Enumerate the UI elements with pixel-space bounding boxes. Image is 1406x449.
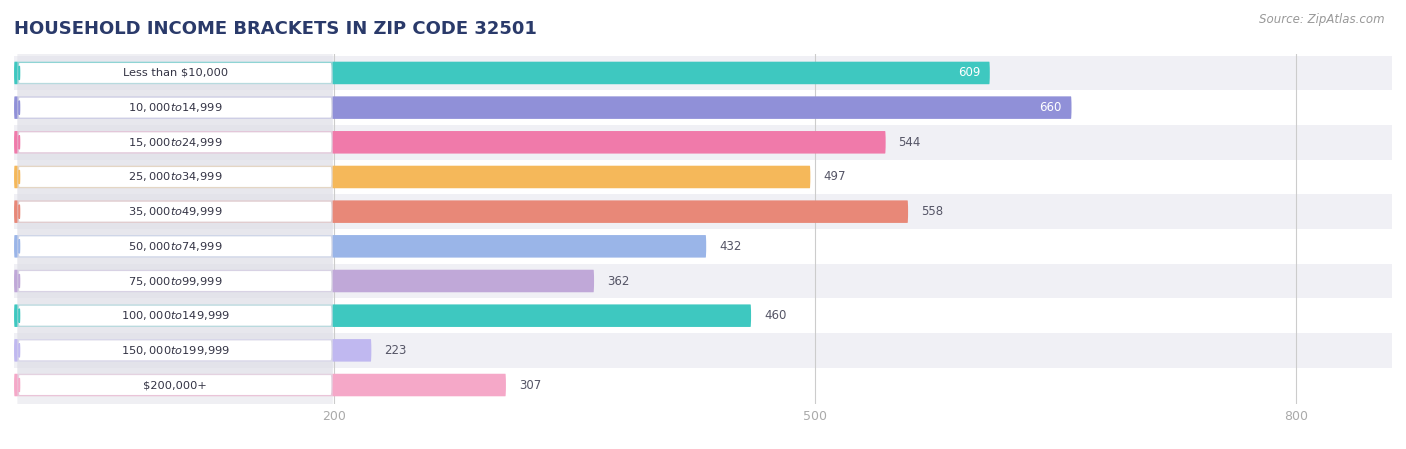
Text: 497: 497 [823, 171, 845, 184]
FancyBboxPatch shape [17, 167, 333, 256]
FancyBboxPatch shape [14, 62, 990, 84]
Text: 558: 558 [921, 205, 943, 218]
FancyBboxPatch shape [14, 298, 1392, 333]
FancyBboxPatch shape [14, 194, 1392, 229]
FancyBboxPatch shape [18, 63, 332, 83]
FancyBboxPatch shape [17, 63, 333, 152]
FancyBboxPatch shape [17, 202, 333, 291]
Text: $35,000 to $49,999: $35,000 to $49,999 [128, 205, 222, 218]
FancyBboxPatch shape [14, 90, 1392, 125]
Text: $15,000 to $24,999: $15,000 to $24,999 [128, 136, 222, 149]
FancyBboxPatch shape [14, 131, 886, 154]
FancyBboxPatch shape [14, 304, 751, 327]
FancyBboxPatch shape [14, 229, 1392, 264]
FancyBboxPatch shape [18, 237, 332, 256]
Text: 223: 223 [384, 344, 406, 357]
FancyBboxPatch shape [17, 28, 333, 118]
FancyBboxPatch shape [14, 97, 1071, 119]
Text: $200,000+: $200,000+ [143, 380, 207, 390]
FancyBboxPatch shape [17, 340, 333, 430]
Text: 609: 609 [957, 66, 980, 79]
FancyBboxPatch shape [14, 125, 1392, 160]
FancyBboxPatch shape [18, 167, 332, 187]
FancyBboxPatch shape [14, 264, 1392, 298]
Text: 660: 660 [1039, 101, 1062, 114]
FancyBboxPatch shape [14, 333, 1392, 368]
FancyBboxPatch shape [17, 132, 333, 221]
Text: 544: 544 [898, 136, 921, 149]
FancyBboxPatch shape [17, 237, 333, 326]
FancyBboxPatch shape [14, 235, 706, 258]
FancyBboxPatch shape [14, 56, 1392, 90]
FancyBboxPatch shape [14, 374, 506, 396]
FancyBboxPatch shape [17, 306, 333, 395]
Text: 432: 432 [718, 240, 741, 253]
FancyBboxPatch shape [14, 270, 595, 292]
Text: Less than $10,000: Less than $10,000 [122, 68, 228, 78]
FancyBboxPatch shape [18, 306, 332, 326]
FancyBboxPatch shape [14, 160, 1392, 194]
FancyBboxPatch shape [18, 202, 332, 221]
FancyBboxPatch shape [18, 375, 332, 395]
Text: $75,000 to $99,999: $75,000 to $99,999 [128, 274, 222, 287]
FancyBboxPatch shape [14, 368, 1392, 402]
Text: HOUSEHOLD INCOME BRACKETS IN ZIP CODE 32501: HOUSEHOLD INCOME BRACKETS IN ZIP CODE 32… [14, 21, 537, 39]
Text: 362: 362 [607, 274, 630, 287]
Text: 307: 307 [519, 379, 541, 392]
FancyBboxPatch shape [14, 339, 371, 361]
Text: $10,000 to $14,999: $10,000 to $14,999 [128, 101, 222, 114]
FancyBboxPatch shape [18, 98, 332, 118]
FancyBboxPatch shape [17, 98, 333, 187]
Text: $150,000 to $199,999: $150,000 to $199,999 [121, 344, 229, 357]
Text: $50,000 to $74,999: $50,000 to $74,999 [128, 240, 222, 253]
FancyBboxPatch shape [18, 340, 332, 360]
FancyBboxPatch shape [18, 271, 332, 291]
Text: $25,000 to $34,999: $25,000 to $34,999 [128, 171, 222, 184]
Text: $100,000 to $149,999: $100,000 to $149,999 [121, 309, 229, 322]
FancyBboxPatch shape [14, 200, 908, 223]
FancyBboxPatch shape [17, 271, 333, 360]
FancyBboxPatch shape [14, 166, 810, 188]
Text: Source: ZipAtlas.com: Source: ZipAtlas.com [1260, 13, 1385, 26]
FancyBboxPatch shape [18, 132, 332, 152]
Text: 460: 460 [763, 309, 786, 322]
